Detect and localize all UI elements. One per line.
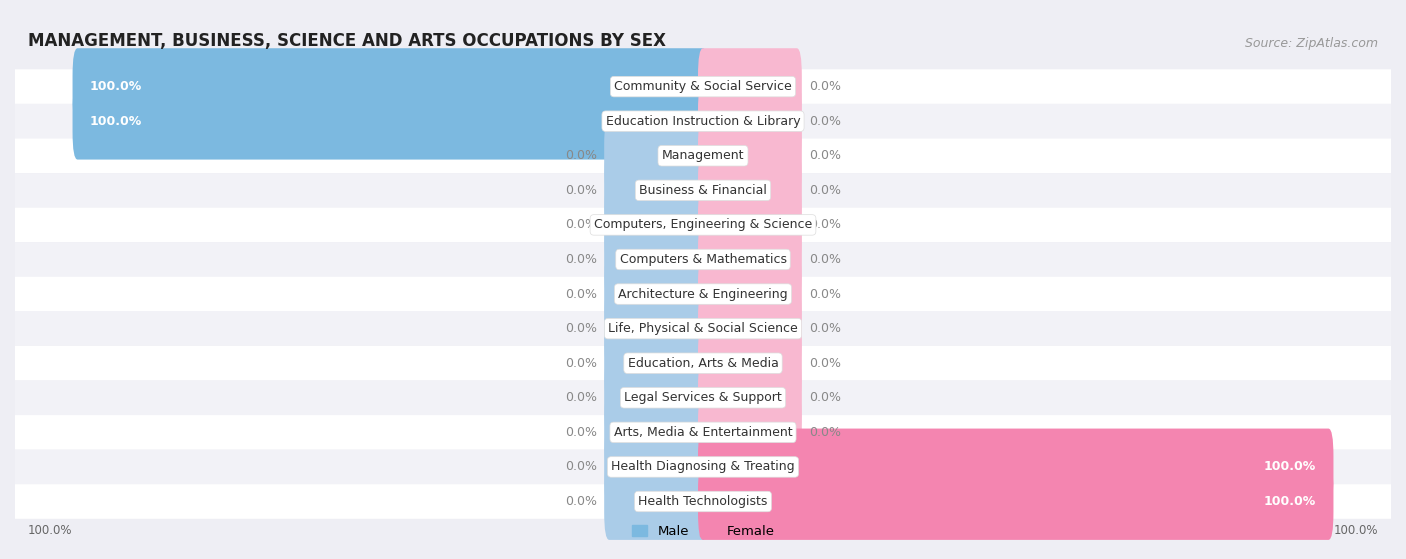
Text: 0.0%: 0.0% <box>565 426 596 439</box>
FancyBboxPatch shape <box>15 173 1391 207</box>
Text: 0.0%: 0.0% <box>810 391 841 404</box>
Text: Business & Financial: Business & Financial <box>640 184 766 197</box>
Text: 100.0%: 100.0% <box>1334 524 1378 537</box>
Text: Education Instruction & Library: Education Instruction & Library <box>606 115 800 127</box>
Text: 0.0%: 0.0% <box>810 115 841 127</box>
FancyBboxPatch shape <box>15 139 1391 173</box>
Text: 0.0%: 0.0% <box>810 357 841 369</box>
Text: 0.0%: 0.0% <box>565 461 596 473</box>
Text: Health Technologists: Health Technologists <box>638 495 768 508</box>
FancyBboxPatch shape <box>15 207 1391 242</box>
FancyBboxPatch shape <box>73 48 709 125</box>
FancyBboxPatch shape <box>15 311 1391 346</box>
FancyBboxPatch shape <box>15 449 1391 484</box>
FancyBboxPatch shape <box>15 484 1391 519</box>
FancyBboxPatch shape <box>15 277 1391 311</box>
Text: 0.0%: 0.0% <box>565 184 596 197</box>
Text: Source: ZipAtlas.com: Source: ZipAtlas.com <box>1246 37 1378 50</box>
FancyBboxPatch shape <box>697 359 801 436</box>
Text: Computers, Engineering & Science: Computers, Engineering & Science <box>593 219 813 231</box>
Text: 0.0%: 0.0% <box>565 253 596 266</box>
Text: 100.0%: 100.0% <box>28 524 72 537</box>
Text: 0.0%: 0.0% <box>565 322 596 335</box>
Text: 0.0%: 0.0% <box>565 391 596 404</box>
FancyBboxPatch shape <box>605 117 709 194</box>
Text: MANAGEMENT, BUSINESS, SCIENCE AND ARTS OCCUPATIONS BY SEX: MANAGEMENT, BUSINESS, SCIENCE AND ARTS O… <box>28 32 665 50</box>
Text: 100.0%: 100.0% <box>90 80 142 93</box>
Text: Management: Management <box>662 149 744 162</box>
FancyBboxPatch shape <box>697 48 801 125</box>
Text: 100.0%: 100.0% <box>90 115 142 127</box>
Text: 0.0%: 0.0% <box>810 184 841 197</box>
Text: 100.0%: 100.0% <box>1264 461 1316 473</box>
Text: Health Diagnosing & Treating: Health Diagnosing & Treating <box>612 461 794 473</box>
FancyBboxPatch shape <box>697 117 801 194</box>
Text: 0.0%: 0.0% <box>810 149 841 162</box>
Text: 0.0%: 0.0% <box>810 322 841 335</box>
FancyBboxPatch shape <box>605 290 709 367</box>
Text: 0.0%: 0.0% <box>810 80 841 93</box>
FancyBboxPatch shape <box>697 429 1333 505</box>
FancyBboxPatch shape <box>15 346 1391 381</box>
Text: Community & Social Service: Community & Social Service <box>614 80 792 93</box>
Text: 0.0%: 0.0% <box>565 219 596 231</box>
FancyBboxPatch shape <box>697 83 801 159</box>
FancyBboxPatch shape <box>697 290 801 367</box>
Text: Architecture & Engineering: Architecture & Engineering <box>619 287 787 301</box>
FancyBboxPatch shape <box>697 325 801 401</box>
FancyBboxPatch shape <box>73 83 709 159</box>
FancyBboxPatch shape <box>15 415 1391 449</box>
Text: 0.0%: 0.0% <box>810 426 841 439</box>
Text: Legal Services & Support: Legal Services & Support <box>624 391 782 404</box>
FancyBboxPatch shape <box>605 429 709 505</box>
FancyBboxPatch shape <box>605 187 709 263</box>
FancyBboxPatch shape <box>605 221 709 298</box>
Text: 0.0%: 0.0% <box>810 253 841 266</box>
FancyBboxPatch shape <box>697 187 801 263</box>
FancyBboxPatch shape <box>15 242 1391 277</box>
Text: 0.0%: 0.0% <box>565 149 596 162</box>
Text: Life, Physical & Social Science: Life, Physical & Social Science <box>609 322 797 335</box>
Text: Education, Arts & Media: Education, Arts & Media <box>627 357 779 369</box>
FancyBboxPatch shape <box>605 255 709 333</box>
Text: Computers & Mathematics: Computers & Mathematics <box>620 253 786 266</box>
FancyBboxPatch shape <box>605 152 709 229</box>
FancyBboxPatch shape <box>697 394 801 471</box>
FancyBboxPatch shape <box>697 463 1333 540</box>
Text: 0.0%: 0.0% <box>565 287 596 301</box>
Text: 0.0%: 0.0% <box>810 287 841 301</box>
Text: 100.0%: 100.0% <box>1264 495 1316 508</box>
FancyBboxPatch shape <box>605 325 709 401</box>
FancyBboxPatch shape <box>15 69 1391 104</box>
FancyBboxPatch shape <box>697 152 801 229</box>
FancyBboxPatch shape <box>605 394 709 471</box>
FancyBboxPatch shape <box>697 255 801 333</box>
FancyBboxPatch shape <box>697 221 801 298</box>
Text: 0.0%: 0.0% <box>565 495 596 508</box>
Legend: Male, Female: Male, Female <box>631 525 775 538</box>
FancyBboxPatch shape <box>605 463 709 540</box>
Text: Arts, Media & Entertainment: Arts, Media & Entertainment <box>613 426 793 439</box>
Text: 0.0%: 0.0% <box>810 219 841 231</box>
FancyBboxPatch shape <box>15 104 1391 139</box>
FancyBboxPatch shape <box>15 381 1391 415</box>
FancyBboxPatch shape <box>605 359 709 436</box>
Text: 0.0%: 0.0% <box>565 357 596 369</box>
